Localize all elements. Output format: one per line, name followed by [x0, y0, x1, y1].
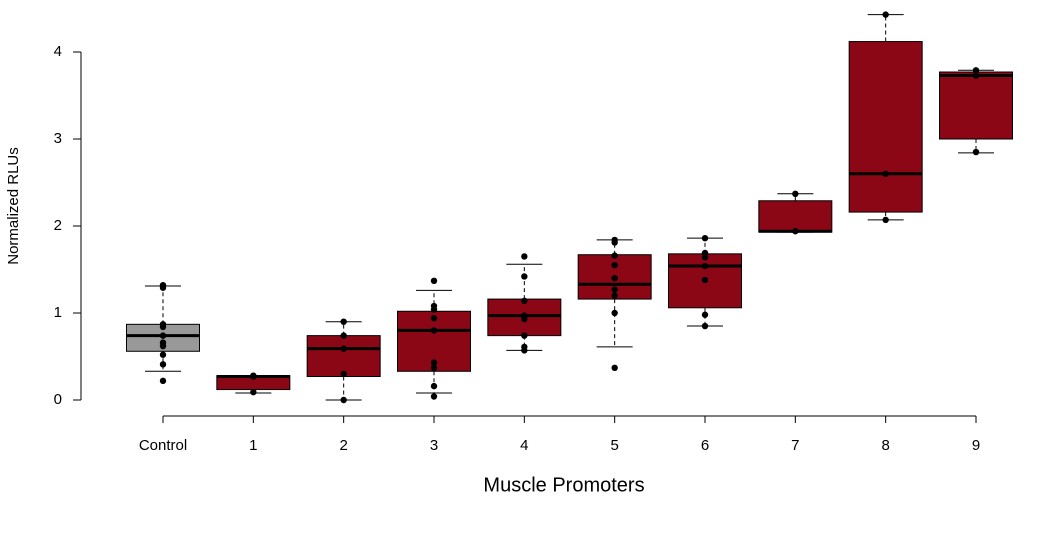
data-point	[521, 347, 528, 354]
data-point	[701, 254, 709, 261]
data-point	[882, 216, 889, 224]
data-point	[430, 359, 438, 366]
data-point	[430, 393, 438, 400]
data-point	[340, 345, 347, 352]
data-point	[611, 275, 618, 282]
x-tick-label: 4	[520, 437, 528, 454]
data-point	[340, 318, 347, 325]
data-point	[430, 364, 438, 372]
x-tick-label: 8	[881, 437, 889, 454]
data-point	[611, 364, 618, 372]
data-point	[611, 261, 618, 269]
data-point	[521, 315, 528, 323]
y-tick-label: 2	[54, 217, 62, 234]
y-tick-label: 1	[54, 304, 62, 321]
data-point	[159, 323, 167, 331]
y-axis-label: Normalized RLUs	[5, 147, 22, 265]
x-tick-label: Control	[139, 437, 187, 454]
data-point	[521, 253, 528, 260]
data-point	[159, 377, 167, 385]
data-point	[701, 311, 709, 318]
data-point	[882, 170, 889, 177]
data-point	[430, 306, 438, 313]
data-point	[701, 322, 709, 330]
data-point	[611, 239, 618, 246]
data-point	[701, 234, 709, 242]
box	[939, 71, 1013, 140]
data-point	[611, 286, 618, 293]
data-point	[882, 11, 889, 18]
data-point	[340, 370, 347, 378]
data-point	[159, 332, 167, 339]
data-point	[521, 297, 528, 305]
data-point	[159, 342, 167, 350]
box	[306, 335, 381, 378]
data-point	[972, 72, 980, 79]
x-axis-label: Muscle Promoters	[483, 474, 644, 496]
data-point	[250, 373, 257, 380]
data-point	[340, 332, 347, 339]
x-tick-label: 6	[701, 437, 709, 454]
y-tick-label: 4	[54, 43, 62, 60]
data-point	[159, 351, 167, 358]
box	[758, 200, 833, 233]
data-point	[159, 284, 167, 291]
data-point	[159, 361, 167, 368]
y-tick-label: 3	[54, 130, 62, 147]
data-point	[792, 190, 799, 198]
data-point	[972, 148, 980, 156]
data-point	[250, 388, 257, 396]
x-tick-label: 2	[339, 437, 347, 454]
x-tick-label: 9	[972, 437, 980, 454]
x-tick-label: 7	[791, 437, 799, 454]
data-point	[430, 315, 438, 322]
data-point	[430, 277, 438, 285]
x-tick-label: 1	[249, 437, 257, 454]
data-point	[611, 309, 618, 317]
data-point	[521, 273, 528, 280]
data-point	[701, 262, 709, 270]
data-point	[972, 67, 980, 74]
data-point	[701, 276, 709, 284]
y-tick-label: 0	[54, 391, 62, 408]
data-point	[611, 292, 618, 299]
data-point	[521, 332, 528, 339]
data-point	[430, 382, 438, 390]
data-point	[340, 396, 347, 404]
data-point	[430, 327, 438, 334]
data-point	[611, 252, 618, 259]
data-point	[792, 228, 799, 235]
box	[848, 41, 923, 213]
x-tick-label: 5	[610, 437, 618, 454]
x-tick-label: 3	[430, 437, 438, 454]
